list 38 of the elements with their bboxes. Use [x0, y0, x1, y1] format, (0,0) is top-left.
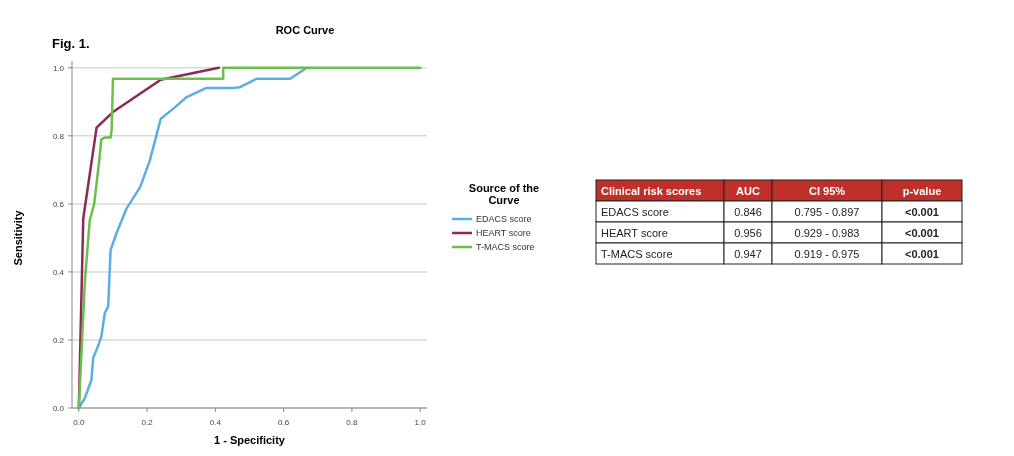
- text: 0.947: [734, 247, 762, 260]
- x-tick-label: 0.6: [278, 418, 290, 427]
- y-tick-label: 0.8: [52, 131, 65, 141]
- caption: Fig. 1.: [52, 36, 90, 51]
- text: AUC: [736, 184, 760, 197]
- line-series: [77, 66, 422, 410]
- x-tick-label: 0.2: [141, 418, 154, 427]
- x-tick-label: 1.0: [414, 418, 427, 427]
- line-series: [77, 66, 309, 410]
- y-tick-label: 0.0: [52, 404, 65, 413]
- text: CI 95%: [808, 184, 846, 197]
- legend-label: T-MACS score: [476, 242, 535, 252]
- text: Clinical risk scores: [601, 184, 702, 197]
- legend-label: EDACS score: [476, 214, 532, 224]
- chart-title: ROC Curve: [275, 24, 335, 36]
- text: <0.001: [905, 247, 939, 260]
- text: EDACS score: [601, 205, 669, 218]
- y-tick-label: 1.0: [52, 63, 65, 73]
- text: T-MACS score: [601, 247, 673, 260]
- text: 0.956: [734, 226, 762, 239]
- y-tick-label: 0.6: [52, 199, 65, 209]
- text: HEART score: [601, 226, 668, 239]
- text: 0.795 - 0.897: [794, 205, 860, 218]
- text: <0.001: [905, 226, 939, 239]
- legend-label: HEART score: [476, 228, 531, 238]
- x-tick-label: 0.0: [73, 418, 85, 427]
- text: 0.919 - 0.975: [794, 247, 860, 260]
- y-tick-label: 0.4: [52, 267, 65, 277]
- legend-title: Source of the Curve: [468, 182, 540, 206]
- x-tick-label: 0.4: [209, 418, 222, 427]
- text: 0.929 - 0.983: [794, 226, 860, 239]
- y-tick-label: 0.2: [52, 335, 65, 345]
- text: <0.001: [905, 205, 939, 218]
- y-axis-title: Sensitivity: [12, 209, 24, 266]
- text: p-value: [902, 184, 942, 197]
- x-tick-label: 0.8: [346, 418, 359, 427]
- text: 0.846: [734, 205, 762, 218]
- x-axis-title: 1 - Specificity: [214, 434, 286, 446]
